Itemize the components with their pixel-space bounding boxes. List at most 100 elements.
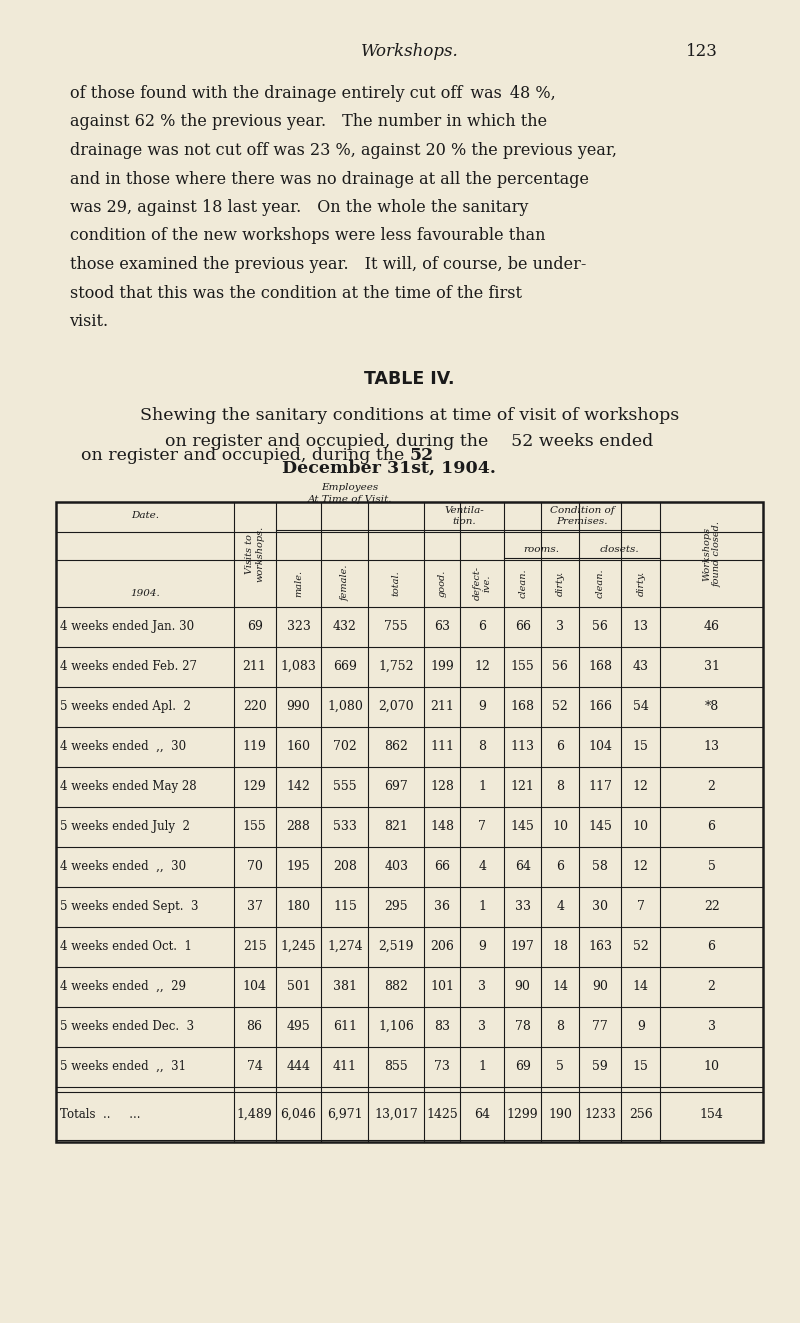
Text: Workshops
found closed.: Workshops found closed. [702,521,722,587]
Text: on register and occupied, during the  52 weeks ended: on register and occupied, during the 52 … [166,434,654,451]
Text: 9: 9 [478,941,486,953]
Text: Date.: Date. [130,512,158,520]
Text: 52: 52 [552,700,568,713]
Text: 154: 154 [700,1107,723,1121]
Text: 12: 12 [474,660,490,673]
Text: 1: 1 [478,781,486,792]
Text: 104: 104 [588,740,612,753]
Text: 432: 432 [333,620,357,632]
Text: 10: 10 [552,820,568,833]
Text: 155: 155 [510,660,534,673]
Text: 5 weeks ended July  2: 5 weeks ended July 2 [60,820,190,833]
Text: 128: 128 [430,781,454,792]
Text: 6: 6 [556,860,564,873]
Text: 52: 52 [633,941,649,953]
Text: 444: 444 [286,1060,310,1073]
Text: 381: 381 [333,980,357,994]
Text: 18: 18 [552,941,568,953]
Text: 211: 211 [242,660,266,673]
Text: 3: 3 [478,980,486,994]
Text: of those found with the drainage entirely cut off was 48 %,: of those found with the drainage entirel… [70,85,555,102]
Text: 104: 104 [242,980,266,994]
Text: 10: 10 [633,820,649,833]
Text: 117: 117 [588,781,612,792]
Text: 168: 168 [588,660,612,673]
Text: 6,046: 6,046 [281,1107,317,1121]
Text: 4 weeks ended  ,,  30: 4 weeks ended ,, 30 [60,860,186,873]
Text: 4 weeks ended May 28: 4 weeks ended May 28 [60,781,196,792]
Text: 1904.: 1904. [130,590,160,598]
Text: 9: 9 [478,700,486,713]
Text: 4 weeks ended Oct.  1: 4 weeks ended Oct. 1 [60,941,192,953]
Text: Visits to
workshops.: Visits to workshops. [245,525,264,582]
Text: 208: 208 [333,860,357,873]
Text: 14: 14 [552,980,568,994]
Text: 882: 882 [384,980,408,994]
Text: closets.: closets. [600,545,640,554]
Text: 123: 123 [686,44,718,61]
Text: 83: 83 [434,1020,450,1033]
Text: 495: 495 [286,1020,310,1033]
Text: 43: 43 [633,660,649,673]
Text: 6: 6 [708,820,716,833]
Text: 64: 64 [474,1107,490,1121]
Text: *8: *8 [705,700,718,713]
Text: on register and occupied, during the: on register and occupied, during the [81,446,410,463]
Text: 14: 14 [633,980,649,994]
Text: 5 weeks ended Apl.  2: 5 weeks ended Apl. 2 [60,700,190,713]
Text: 3: 3 [708,1020,716,1033]
Text: rooms.: rooms. [524,545,560,554]
Text: 37: 37 [246,900,262,913]
Text: 101: 101 [430,980,454,994]
Text: 163: 163 [588,941,612,953]
Text: 1: 1 [478,900,486,913]
Text: 12: 12 [633,860,649,873]
Text: 1,083: 1,083 [281,660,317,673]
Text: 7: 7 [478,820,486,833]
Text: 113: 113 [510,740,534,753]
Text: 3: 3 [556,620,564,632]
Text: 5 weeks ended  ,,  31: 5 weeks ended ,, 31 [60,1060,186,1073]
Text: 66: 66 [434,860,450,873]
Text: female.: female. [341,565,350,601]
Text: 63: 63 [434,620,450,632]
Text: 22: 22 [704,900,719,913]
Text: Condition of
Premises.: Condition of Premises. [550,507,614,527]
Text: 190: 190 [548,1107,572,1121]
Text: 15: 15 [633,1060,649,1073]
Text: good.: good. [438,569,446,597]
Text: 6,971: 6,971 [327,1107,362,1121]
Text: 5: 5 [708,860,715,873]
Text: those examined the previous year. It will, of course, be under-: those examined the previous year. It wil… [70,255,586,273]
Text: 1,245: 1,245 [281,941,316,953]
Text: 6: 6 [478,620,486,632]
Text: 4 weeks ended  ,,  30: 4 weeks ended ,, 30 [60,740,186,753]
Text: 2: 2 [708,781,715,792]
Text: 46: 46 [704,620,720,632]
Text: 855: 855 [384,1060,408,1073]
Text: 3: 3 [478,1020,486,1033]
Text: 145: 145 [510,820,534,833]
Text: drainage was not cut off was 23 %, against 20 % the previous year,: drainage was not cut off was 23 %, again… [70,142,617,159]
Text: 862: 862 [384,740,408,753]
Text: condition of the new workshops were less favourable than: condition of the new workshops were less… [70,228,545,245]
Text: 36: 36 [434,900,450,913]
Text: 77: 77 [593,1020,608,1033]
Text: 206: 206 [430,941,454,953]
Text: Employees
At Time of Visit.: Employees At Time of Visit. [307,483,392,504]
Text: 1,080: 1,080 [327,700,363,713]
Text: 90: 90 [514,980,530,994]
Text: 195: 195 [286,860,310,873]
Text: 256: 256 [629,1107,653,1121]
Text: 4 weeks ended Jan. 30: 4 weeks ended Jan. 30 [60,620,194,632]
Text: 12: 12 [633,781,649,792]
Text: 168: 168 [510,700,534,713]
Text: 70: 70 [246,860,262,873]
Text: 66: 66 [514,620,530,632]
Text: 78: 78 [514,1020,530,1033]
Text: 2: 2 [708,980,715,994]
Text: stood that this was the condition at the time of the first: stood that this was the condition at the… [70,284,522,302]
Text: 54: 54 [633,700,649,713]
Text: 9: 9 [637,1020,645,1033]
Text: 8: 8 [556,1020,564,1033]
